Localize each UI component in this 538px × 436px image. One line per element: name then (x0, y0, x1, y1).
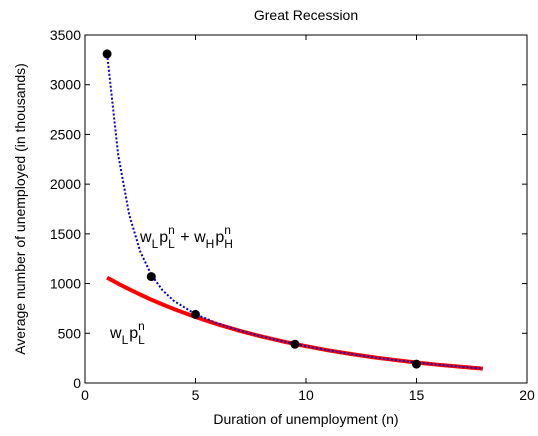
annotation-sub: L (168, 237, 175, 251)
y-tick-label: 2000 (50, 176, 81, 192)
data-point (102, 49, 112, 59)
x-tick-label: 5 (192, 387, 200, 403)
data-point (412, 359, 421, 369)
annotation-sup: n (224, 223, 231, 237)
plot-frame (84, 34, 528, 384)
x-tick-label: 10 (298, 387, 314, 403)
annotation-sub: L (138, 333, 145, 347)
annotation: p (159, 229, 168, 246)
annotation-sup: n (168, 223, 175, 237)
x-tick-label: 15 (409, 387, 425, 403)
y-tick-label: 3500 (50, 27, 81, 43)
annotation: p (129, 325, 138, 342)
data-point (191, 309, 200, 319)
y-axis-label: Average number of unemployed (in thousan… (12, 63, 28, 355)
y-tick-label: 500 (58, 325, 82, 341)
data-point (146, 272, 156, 282)
y-tick-label: 2500 (50, 126, 81, 142)
annotation: w (139, 229, 152, 246)
annotation-sub: L (122, 333, 129, 347)
series-line (106, 53, 483, 370)
annotation-sup: n (138, 319, 145, 333)
x-tick-label: 0 (81, 387, 89, 403)
chart-title: Great Recession (254, 7, 358, 23)
data-point (290, 339, 300, 349)
annotation-sub: H (224, 237, 233, 251)
annotation-sub: L (152, 237, 159, 251)
annotation-sub: H (206, 237, 215, 251)
x-tick-label: 20 (519, 387, 535, 403)
y-tick-label: 0 (73, 375, 81, 391)
annotation: p (215, 229, 224, 246)
y-tick-label: 3000 (50, 77, 81, 93)
annotation: + w (176, 229, 206, 246)
y-tick-label: 1500 (50, 226, 81, 242)
y-tick-label: 1000 (50, 276, 81, 292)
x-axis-label: Duration of unemployment (n) (213, 411, 398, 427)
annotation: w (109, 325, 122, 342)
